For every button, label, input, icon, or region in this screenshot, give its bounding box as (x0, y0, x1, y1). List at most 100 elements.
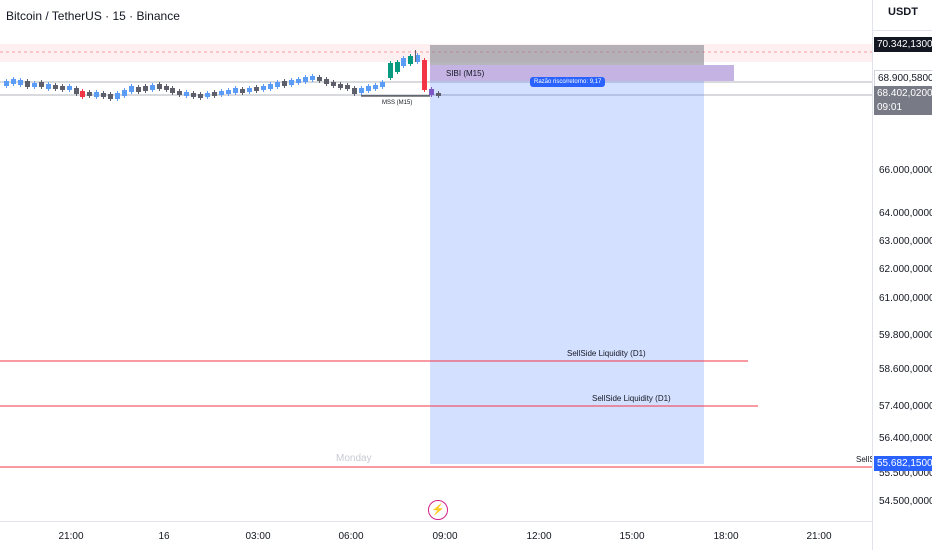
time-tick: 21:00 (58, 531, 84, 542)
current-price-tag: 68.402,0200 (874, 86, 932, 101)
candle-body (388, 63, 393, 78)
sellside-liquidity-label-2: SellSide Liquidity (D1) (592, 394, 671, 403)
candle-body (282, 81, 287, 86)
candle-countdown: 09:01 (874, 100, 932, 115)
candle-body (429, 89, 434, 95)
candle-body (331, 82, 336, 86)
high-price-tag: 70.342,1300 (874, 37, 932, 52)
candles (4, 50, 441, 101)
candle-body (247, 88, 252, 92)
liquidity-price-tag: 55.682,1500 (874, 456, 932, 471)
candle-body (170, 88, 175, 93)
candle-body (422, 60, 427, 90)
time-tick: 16 (158, 531, 170, 542)
candle-body (310, 76, 315, 80)
candle-body (408, 56, 413, 64)
candle-body (205, 93, 210, 97)
price-tick: 63.000,0000 (879, 236, 932, 247)
candle-body (108, 94, 113, 99)
candle-body (338, 84, 343, 88)
price-tick: 54.500,0000 (879, 496, 932, 507)
time-tick: 12:00 (526, 531, 552, 542)
candle-body (46, 84, 51, 89)
time-tick: 18:00 (713, 531, 739, 542)
candle-body (94, 92, 99, 97)
candle-body (436, 93, 441, 96)
candle-body (25, 81, 30, 87)
candle-body (324, 79, 329, 84)
candle-body (39, 82, 44, 87)
candle-body (261, 86, 266, 90)
currency-divider (873, 30, 932, 31)
candle-body (240, 89, 245, 93)
time-axis[interactable]: 21:00 16 03:00 06:00 09:00 12:00 15:00 1… (0, 521, 872, 551)
candle-body (184, 92, 189, 96)
time-tick: 03:00 (245, 531, 271, 542)
candle-body (191, 93, 196, 97)
price-axis[interactable]: USDT 66.000,0000 64.000,0000 63.000,0000… (872, 0, 932, 550)
candle-body (401, 58, 406, 66)
symbol-title[interactable]: Bitcoin / TetherUS · 15 · Binance (6, 9, 180, 23)
chart-area[interactable]: Bitcoin / TetherUS · 15 · Binance SIBI (… (0, 0, 872, 521)
candle-body (157, 84, 162, 89)
price-tick: 61.000,0000 (879, 293, 932, 304)
time-tick: 21:00 (806, 531, 832, 542)
candle-body (212, 92, 217, 96)
candle-body (373, 85, 378, 89)
time-tick: 09:00 (432, 531, 458, 542)
price-tick: 64.000,0000 (879, 208, 932, 219)
risk-zone (430, 45, 704, 65)
candle-body (143, 86, 148, 91)
candle-body (74, 88, 79, 94)
candle-body (150, 85, 155, 90)
candle-body (18, 80, 23, 85)
currency-label[interactable]: USDT (888, 6, 918, 18)
candle-body (296, 79, 301, 83)
candle-body (226, 90, 231, 94)
sibi-zone (430, 65, 734, 81)
time-tick: 15:00 (619, 531, 645, 542)
candle-body (101, 93, 106, 97)
mid-price-tag: 68.900,5800 (874, 70, 932, 87)
candle-body (352, 88, 357, 94)
price-tick: 59.800,0000 (879, 330, 932, 341)
candle-body (115, 93, 120, 99)
candle-body (233, 88, 238, 93)
flash-icon[interactable]: ⚡ (428, 500, 448, 520)
mss-label: MSS (M15) (382, 100, 413, 106)
candle-body (359, 88, 364, 93)
chart-canvas[interactable] (0, 0, 872, 521)
risk-reward-label[interactable]: Razão risco/retorno: 9,17 (530, 77, 606, 87)
candle-body (366, 86, 371, 91)
candle-body (219, 91, 224, 95)
candle-body (275, 82, 280, 87)
candle-body (303, 77, 308, 82)
candle-body (289, 80, 294, 85)
sellside-liquidity-label-3: SellS (856, 455, 872, 464)
candle-body (395, 62, 400, 72)
price-tick: 55.500,0000 (879, 468, 932, 479)
time-tick: 06:00 (338, 531, 364, 542)
sellside-liquidity-label-1: SellSide Liquidity (D1) (567, 349, 646, 358)
candle-body (198, 94, 203, 98)
candle-body (254, 87, 259, 91)
candle-body (177, 91, 182, 95)
sibi-label: SIBI (M15) (446, 69, 485, 78)
candle-body (129, 86, 134, 92)
candle-body (80, 91, 85, 97)
candle-body (317, 77, 322, 81)
candle-body (268, 84, 273, 89)
candle-body (11, 79, 16, 84)
candle-body (53, 85, 58, 89)
price-tick: 62.000,0000 (879, 264, 932, 275)
candle-body (415, 55, 420, 62)
day-watermark: Monday (336, 453, 372, 464)
candle-body (380, 82, 385, 87)
price-tick: 57.400,0000 (879, 401, 932, 412)
candle-body (164, 86, 169, 90)
price-tick: 66.000,0000 (879, 165, 932, 176)
candle-body (136, 87, 141, 92)
price-tick: 56.400,0000 (879, 433, 932, 444)
target-zone (430, 81, 704, 464)
candle-body (4, 81, 9, 86)
